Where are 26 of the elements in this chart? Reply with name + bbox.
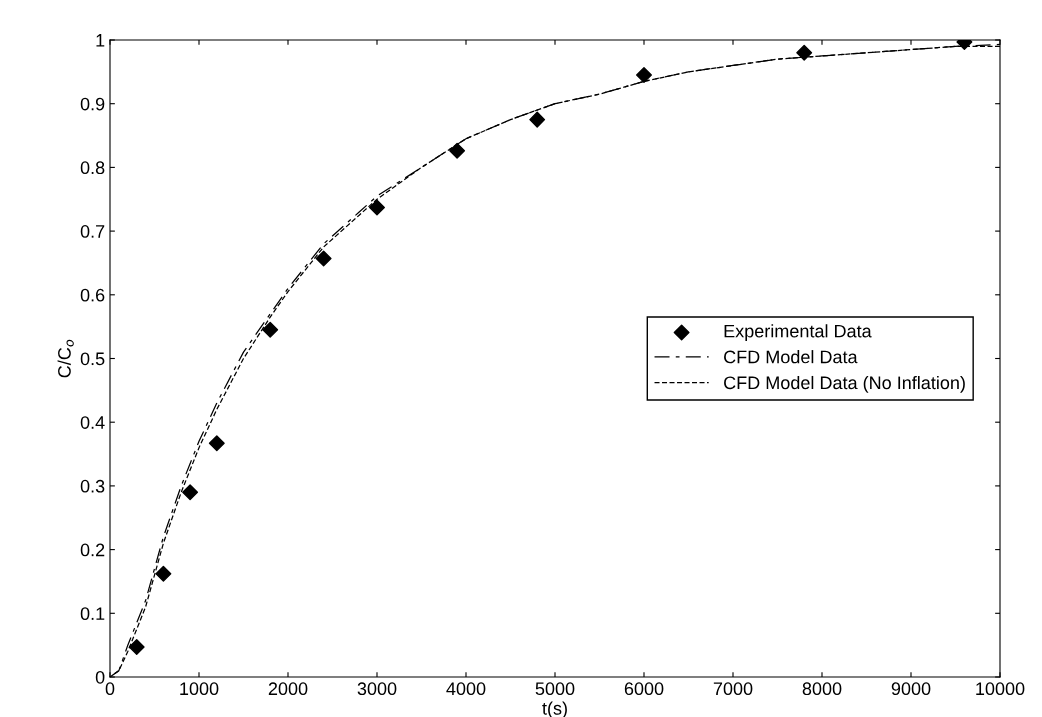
y-tick-label: 0.2 — [80, 543, 105, 557]
y-tick-label: 0.4 — [80, 416, 105, 429]
x-tick-label: 6000 — [624, 682, 664, 696]
y-axis-title: C/C$_{o}$ — [57, 339, 74, 378]
y-tick-label: 0.7 — [80, 225, 105, 238]
legend-label: Experimental Data — [724, 324, 872, 342]
legend-label: CFD Model Data (No Inflation) — [724, 375, 965, 393]
x-tick-label: 10000 — [976, 682, 1025, 696]
y-tick-label: 0.1 — [80, 607, 105, 621]
x-tick-label: 1000 — [180, 682, 219, 696]
x-tick-label: 4000 — [446, 682, 486, 696]
y-tick-label: 1 — [96, 34, 105, 47]
x-tick-label: 0 — [105, 682, 115, 696]
y-tick-label: 0.6 — [80, 288, 105, 302]
x-tick-label: 2000 — [268, 682, 308, 696]
y-tick-label: 0 — [95, 670, 105, 684]
y-tick-label: 0.3 — [80, 479, 105, 493]
legend-label: CFD Model Data — [724, 350, 858, 364]
x-tick-label: 8000 — [802, 682, 842, 696]
x-tick-label: 5000 — [535, 682, 575, 696]
x-tick-label: 7000 — [713, 682, 753, 696]
y-tick-label: 0.5 — [80, 352, 105, 366]
x-tick-label: 3000 — [357, 682, 397, 696]
y-tick-label: 0.8 — [80, 161, 105, 175]
x-tick-label: 9000 — [891, 682, 931, 696]
y-tick-label: 0.9 — [80, 97, 105, 111]
